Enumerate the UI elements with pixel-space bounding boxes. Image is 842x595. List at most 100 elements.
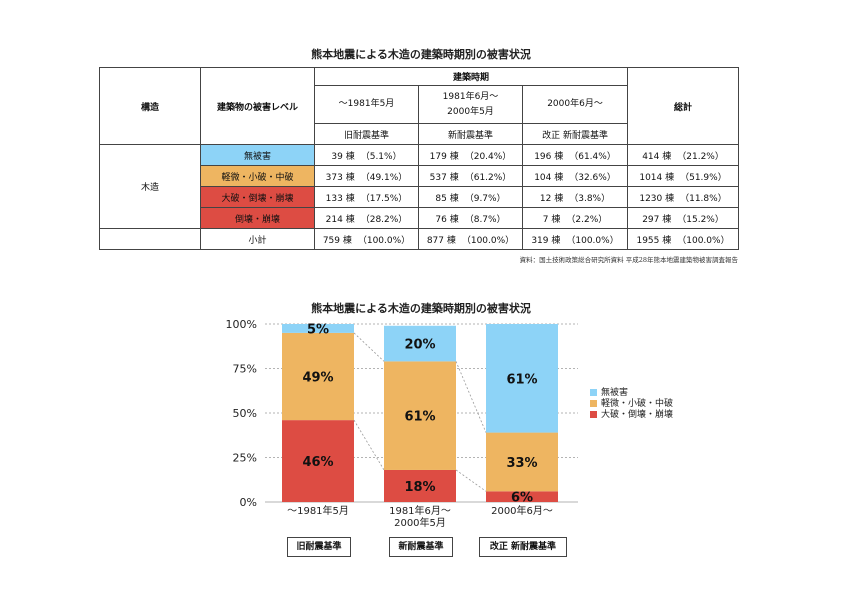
percent-value: （32.6%） [569, 172, 616, 183]
bar-segment [282, 324, 354, 333]
data-label: 46% [302, 455, 333, 470]
percent-value: （100.0%） [677, 235, 730, 246]
legend-item: 軽微・小破・中破 [590, 396, 673, 409]
count-value: 297 棟 [642, 214, 672, 225]
bar-segment [384, 469, 456, 502]
structure-cell: 木造 [99, 144, 201, 229]
total-cell: 1955 棟 （100.0%） [627, 228, 740, 250]
x-tick-label: 1981年6月〜 [389, 504, 451, 517]
percent-value: （2.2%） [566, 214, 608, 225]
x-tick-label: 〜1981年5月 [287, 504, 349, 517]
percent-value: （61.2%） [464, 172, 512, 183]
y-tick-label: 0% [240, 496, 257, 509]
percent-value: （15.2%） [677, 214, 724, 225]
table-title: 熊本地震による木造の建築時期別の被害状況 [311, 48, 531, 61]
percent-value: （28.2%） [360, 214, 408, 225]
damage-level-cell: 軽微・小破・中破 [200, 165, 315, 187]
data-label: 33% [506, 456, 537, 471]
percent-value: （9.7%） [464, 193, 506, 204]
total-cell: 414 棟 （21.2%） [627, 144, 740, 166]
table-row: 倒壊・崩壊 214 棟（28.2%） 76 棟（8.7%） 7 棟（2.2%） 297 … [100, 207, 740, 229]
y-tick-label: 75% [233, 363, 257, 376]
table-row: 小計 759 棟 （100.0%） 877 棟 （100.0%） 319 棟 （100.0%… [99, 228, 740, 250]
legend-item: 無被害 [590, 385, 628, 398]
bar-segment [282, 332, 354, 421]
value-cell: 179 棟 （20.4%） [418, 144, 523, 166]
percent-value: （17.5%） [360, 193, 408, 204]
data-label: 20% [404, 338, 435, 353]
bar-segment [384, 325, 456, 362]
bar-segment [384, 361, 456, 470]
period-label: 2000年5月 [447, 106, 494, 117]
count-value: 1230 棟 [639, 193, 675, 204]
damage-table: 構造 建築物の被害レベル 建築時期 総計 〜1981年5月 1981年6月〜 200… [99, 67, 740, 250]
damage-level-cell: 大破・倒壊・崩壊 [200, 186, 315, 208]
value-cell: 877 棟 （100.0%） [418, 228, 523, 250]
value-cell: 759 棟 （100.0%） [314, 228, 419, 250]
header-period-3: 2000年6月〜 [521, 85, 629, 124]
percent-value: （61.4%） [569, 151, 616, 162]
count-value: 104 棟 [534, 172, 564, 183]
data-label: 49% [302, 371, 333, 386]
count-value: 1955 棟 [636, 235, 672, 246]
legend-item: 大破・倒壊・崩壊 [590, 407, 673, 420]
percent-value: （49.1%） [360, 172, 408, 183]
count-value: 877 棟 [426, 235, 456, 246]
count-value: 7 棟 [542, 214, 561, 225]
bar-segment [282, 420, 354, 502]
x-tick-label: 2000年6月〜 [491, 504, 553, 517]
count-value: 85 棟 [435, 193, 459, 204]
percent-value: （100.0%） [566, 235, 619, 246]
percent-value: （21.2%） [677, 151, 724, 162]
x-tick-label: 2000年5月 [394, 516, 446, 529]
standard-label: 旧耐震基準 [287, 537, 351, 557]
total-cell: 1230 棟 （11.8%） [627, 186, 740, 208]
count-value: 179 棟 [429, 151, 459, 162]
bar-segment [486, 432, 558, 492]
data-label: 61% [404, 410, 435, 425]
percent-value: （51.9%） [680, 172, 727, 183]
value-cell: 319 棟 （100.0%） [521, 228, 629, 250]
legend-swatch [590, 411, 597, 418]
legend-swatch [590, 400, 597, 407]
table-row: 大破・倒壊・崩壊 133 棟 （17.5%） 85 棟 （9.7%） 12 棟 （3.8%）… [100, 186, 740, 208]
percent-value: （5.1%） [360, 151, 402, 162]
count-value: 133 棟 [325, 193, 355, 204]
y-tick-label: 25% [233, 452, 257, 465]
percent-value: （11.8%） [680, 193, 727, 204]
damage-level-cell: 小計 [200, 228, 315, 250]
source-note: 資料：国土技術政策総合研究所資料 平成28年熊本地震建築物被害調査報告 [519, 256, 738, 264]
count-value: 537 棟 [429, 172, 459, 183]
connector-line [353, 332, 385, 362]
count-value: 12 棟 [539, 193, 564, 204]
data-label: 61% [506, 372, 537, 387]
header-damage-level: 建築物の被害レベル [200, 67, 315, 145]
data-label: 6% [511, 491, 533, 506]
period-label: 〜1981年5月 [338, 99, 395, 109]
standard-label: 改正 新耐震基準 [479, 537, 567, 557]
chart-title: 熊本地震による木造の建築時期別の被害状況 [311, 302, 531, 315]
connector-line [455, 361, 487, 433]
data-label: 5% [307, 322, 329, 337]
count-value: 373 棟 [325, 172, 355, 183]
percent-value: （8.7%） [464, 214, 506, 225]
percent-value: （100.0%） [461, 235, 515, 246]
count-value: 759 棟 [322, 235, 352, 246]
connector-line [353, 419, 385, 471]
value-cell: 12 棟 （3.8%） [521, 186, 629, 208]
legend-label: 無被害 [601, 388, 629, 398]
connector-line [455, 469, 487, 492]
value-cell: 76 棟 （8.7%） [418, 207, 523, 229]
value-cell: 214 棟 （28.2%） [314, 207, 419, 229]
percent-value: （3.8%） [569, 193, 611, 204]
standard-label: 新耐震基準 [389, 537, 453, 557]
count-value: 196 棟 [534, 151, 564, 162]
header-period-1: 〜1981年5月 [314, 85, 419, 124]
data-label: 18% [404, 480, 435, 495]
total-cell: 297 棟 （15.2%） [627, 207, 740, 229]
legend-label: 軽微・小破・中破 [601, 399, 674, 409]
value-cell: 85 棟 （9.7%） [418, 186, 523, 208]
legend-label: 大破・倒壊・崩壊 [601, 410, 674, 420]
percent-value: （20.4%） [464, 151, 512, 162]
